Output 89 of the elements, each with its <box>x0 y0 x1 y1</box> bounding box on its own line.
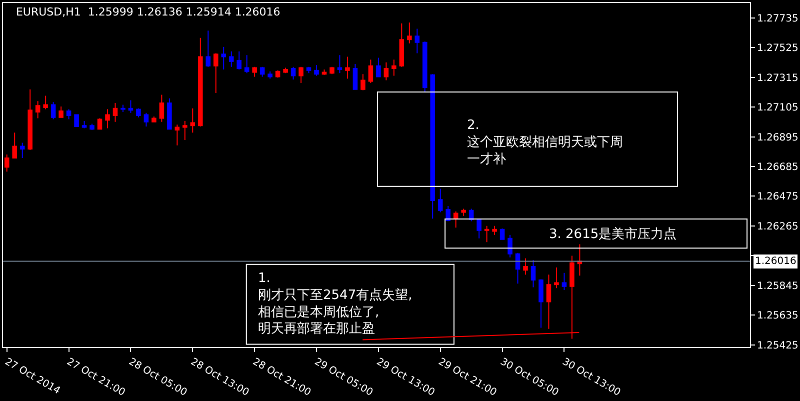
candlestick <box>182 120 188 141</box>
candlestick <box>562 272 567 290</box>
candlestick <box>174 124 180 146</box>
y-tick-label: 1.27525 <box>757 43 798 54</box>
candlestick <box>74 114 79 127</box>
candlestick <box>66 108 72 120</box>
candlestick <box>4 154 10 172</box>
candlestick <box>407 22 412 44</box>
candlestick <box>283 67 288 74</box>
candlestick <box>97 118 102 130</box>
candlestick <box>206 30 211 68</box>
candlestick <box>446 206 450 222</box>
candlestick <box>360 74 366 91</box>
candlestick <box>314 64 319 76</box>
candlestick <box>523 258 528 276</box>
candlestick <box>82 120 87 129</box>
y-tick-label: 1.26895 <box>757 132 798 144</box>
candlestick <box>414 28 420 54</box>
candlestick <box>50 102 56 120</box>
candlestick <box>430 74 436 220</box>
candlestick <box>438 188 443 213</box>
candlestick <box>28 88 32 150</box>
y-tick-label: 1.27315 <box>757 72 798 84</box>
candlestick <box>345 56 350 80</box>
y-tick-label: 1.25845 <box>757 280 798 292</box>
chart-title: EURUSD,H1 1.25999 1.26136 1.25914 1.26016 <box>16 5 280 18</box>
y-tick-label: 1.26265 <box>757 221 798 232</box>
candlestick <box>252 66 257 78</box>
candlestick <box>384 62 389 81</box>
candlestick <box>12 132 18 159</box>
candlestick <box>515 252 520 284</box>
candlestick <box>20 142 25 159</box>
candlestick <box>35 100 40 119</box>
candlestick <box>530 260 536 288</box>
candlestick <box>368 59 374 84</box>
candlestick <box>484 225 490 243</box>
candlestick <box>167 98 172 130</box>
candlestick <box>577 244 582 276</box>
candlestick <box>236 50 242 70</box>
candlestick <box>144 112 149 127</box>
candlestick <box>58 106 64 118</box>
y-tick-label: 1.27735 <box>757 13 798 24</box>
candlestick <box>136 108 141 118</box>
y-tick-label: 1.25425 <box>757 340 798 352</box>
candlestick <box>492 225 497 236</box>
candlestick <box>221 46 226 70</box>
candlestick <box>554 266 559 289</box>
y-tick-label: 1.27105 <box>757 102 798 114</box>
candlestick <box>90 123 94 130</box>
candlestick <box>461 208 466 216</box>
candlestick <box>112 102 118 122</box>
candlestick <box>508 234 512 258</box>
candlestick <box>159 94 164 122</box>
annotation: 1. 刚才只下至2547有点失望, 相信已是本周低位了, 明天再部署在那止盈 <box>258 271 412 337</box>
candlestick <box>268 70 272 80</box>
candlestick <box>352 64 358 90</box>
candlestick <box>260 66 265 78</box>
candlestick <box>322 69 327 76</box>
candlestick <box>105 108 110 129</box>
candlestick <box>476 218 482 239</box>
candlestick <box>306 66 312 74</box>
candlestick <box>330 66 334 75</box>
candlestick <box>453 210 458 228</box>
y-tick-label: 1.26685 <box>757 162 798 174</box>
annotation: 2. 这个亚欧裂相信明天或下周一才补 <box>467 118 623 167</box>
candlestick <box>43 95 48 110</box>
candlestick <box>392 59 396 76</box>
y-tick-label: 1.26475 <box>757 192 798 203</box>
ref-line-label: 1.26016 <box>755 256 796 267</box>
candlestick <box>290 66 296 80</box>
candlestick <box>198 37 203 127</box>
candlestick <box>275 70 280 78</box>
candlestick <box>337 54 342 74</box>
annotation: 3. 2615是美市压力点 <box>549 226 677 242</box>
candlestick <box>228 50 234 68</box>
candlestick <box>538 278 544 328</box>
candlestick <box>213 52 218 94</box>
candlestick <box>152 116 156 122</box>
candlestick <box>190 108 196 134</box>
candlestick <box>500 228 505 240</box>
candlestick <box>422 41 428 93</box>
candlestick <box>376 57 381 78</box>
candlestick <box>546 274 552 330</box>
candlestick <box>244 54 250 74</box>
candlestick <box>298 66 304 84</box>
y-tick-label: 1.25635 <box>757 310 798 322</box>
candlestick <box>128 100 134 114</box>
candlestick <box>399 22 404 68</box>
candlestick <box>120 104 126 112</box>
